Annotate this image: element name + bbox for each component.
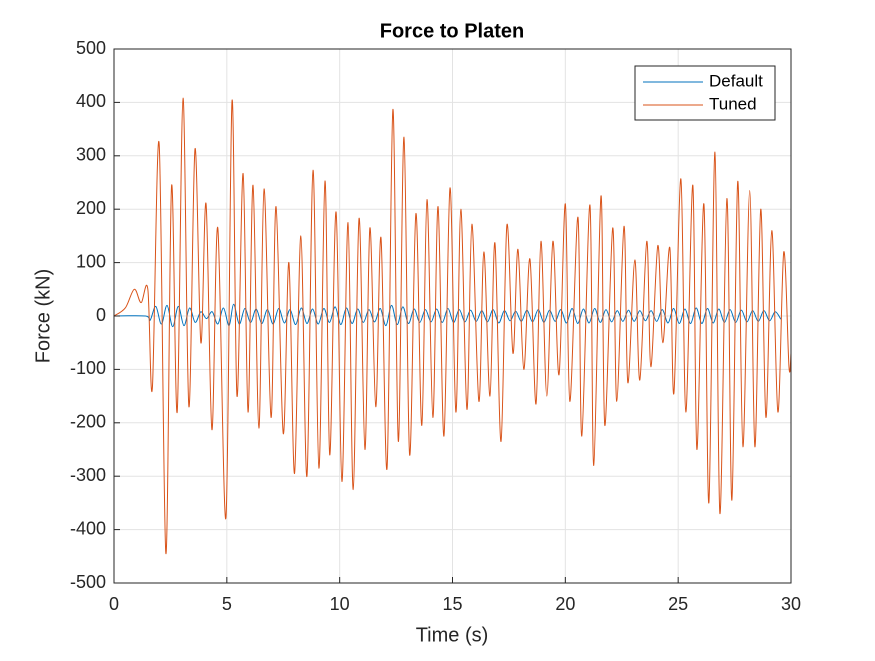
x-tick-label: 30 — [781, 594, 801, 614]
y-axis-label: Force (kN) — [32, 269, 54, 363]
series-line — [113, 303, 782, 328]
legend-label: Tuned — [709, 94, 757, 113]
y-tick-label: -500 — [70, 572, 106, 592]
y-tick-label: 0 — [96, 305, 106, 325]
x-tick-label: 10 — [330, 594, 350, 614]
legend: Default Tuned — [634, 65, 776, 121]
x-tick-label: 5 — [222, 594, 232, 614]
x-tick-label: 20 — [555, 594, 575, 614]
x-tick-label: 25 — [668, 594, 688, 614]
axes: 0 5 10 15 20 25 30 -500 -400 -300 -200 -100 0 100 200 3… — [70, 38, 801, 614]
x-axis-label: Time (s) — [416, 624, 489, 646]
y-tick-label: 200 — [76, 198, 106, 218]
legend-box — [634, 65, 776, 121]
chart-title: Force to Platen — [380, 20, 524, 42]
y-tick-label: 100 — [76, 251, 106, 271]
y-tick-label: -100 — [70, 358, 106, 378]
x-tick-label: 0 — [109, 594, 119, 614]
y-tick-label: 400 — [76, 91, 106, 111]
y-tick-label: -400 — [70, 518, 106, 538]
axes-box — [113, 48, 792, 584]
y-tick-label: -200 — [70, 412, 106, 432]
x-tick-label: 15 — [442, 594, 462, 614]
y-tick-label: 300 — [76, 145, 106, 165]
legend-label: Default — [709, 71, 763, 90]
y-tick-label: 500 — [76, 38, 106, 58]
series-line — [113, 97, 792, 555]
y-tick-label: -300 — [70, 465, 106, 485]
plot-area — [113, 97, 792, 555]
